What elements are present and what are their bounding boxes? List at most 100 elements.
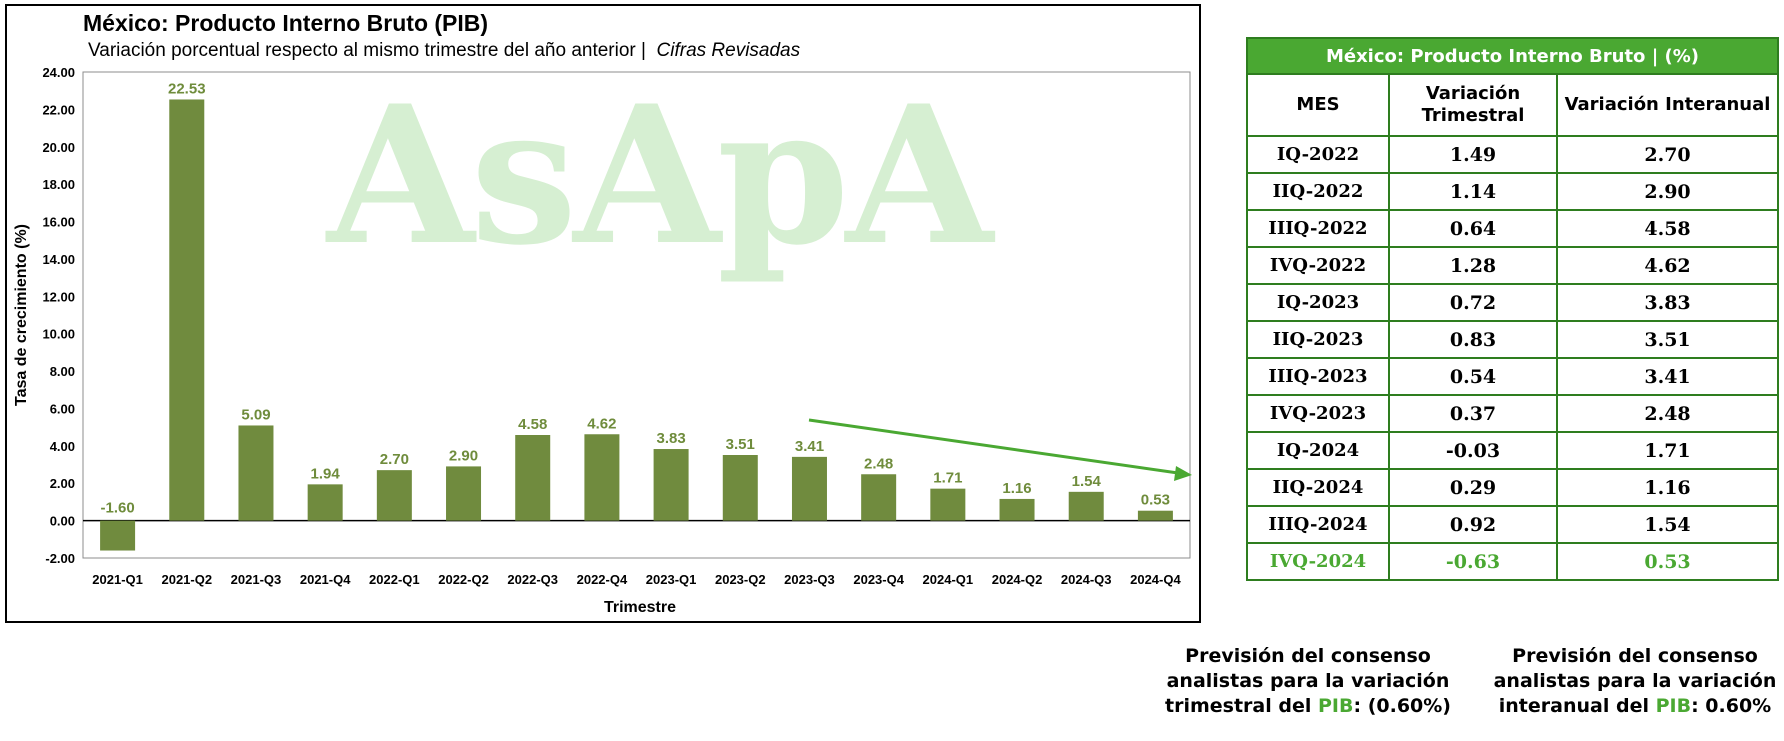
data-label: 5.09 [241,406,270,423]
gdp-table: México: Producto Interno Bruto | (%) MES… [1246,37,1779,581]
table-cell-quarterly: 1.14 [1388,172,1558,211]
table-row: IQ-2024 -0.03 1.71 [1246,431,1779,470]
data-label: 2.48 [864,455,893,472]
table-cell-period: IIIQ-2024 [1246,505,1390,544]
table-body: IQ-2022 1.49 2.70 IIQ-2022 1.14 2.90 IIIQ-2022… [1246,135,1779,581]
chart-subtitle: Variación porcentual respecto al mismo t… [88,40,800,62]
table-cell-annual: 3.51 [1556,320,1779,359]
data-label: 1.54 [1072,473,1102,490]
table-row: IIQ-2023 0.83 3.51 [1246,320,1779,359]
table-cell-quarterly: 1.28 [1388,246,1558,285]
forecast-quarterly-highlight: PIB [1318,695,1354,717]
table-cell-quarterly: 0.92 [1388,505,1558,544]
x-tick-label: 2021-Q4 [300,572,351,587]
forecast-annual-line1: Previsión del consenso [1512,645,1758,667]
forecast-quarterly-line1: Previsión del consenso [1185,645,1431,667]
forecast-quarterly-line2: analistas para la variación [1166,670,1450,692]
data-label: 0.53 [1141,492,1170,509]
table-row: IIQ-2022 1.14 2.90 [1246,172,1779,211]
data-label: 4.58 [518,416,547,433]
forecast-annual-line2: analistas para la variación [1493,670,1777,692]
bar [1068,491,1104,521]
data-label: 3.83 [656,430,685,447]
table-cell-quarterly: 0.29 [1388,468,1558,507]
table-row: IIIQ-2022 0.64 4.58 [1246,209,1779,248]
y-tick-label: 16.00 [42,215,75,230]
x-tick-label: 2024-Q4 [1130,572,1181,587]
bar [722,455,758,521]
x-tick-label: 2021-Q3 [231,572,282,587]
x-tick-label: 2022-Q1 [369,572,420,587]
data-label: 3.51 [726,436,755,453]
forecast-quarterly-value: : (0.60%) [1353,695,1451,717]
forecast-annual-value: : 0.60% [1691,695,1772,717]
x-tick-label: 2021-Q1 [92,572,143,587]
table-cell-period: IVQ-2023 [1246,394,1390,433]
table-cell-period: IVQ-2022 [1246,246,1390,285]
y-tick-label: 14.00 [42,252,75,267]
table-row: IVQ-2022 1.28 4.62 [1246,246,1779,285]
y-tick-label: 20.00 [42,140,75,155]
table-cell-quarterly: -0.03 [1388,431,1558,470]
x-tick-label: 2022-Q4 [577,572,628,587]
data-label: 1.16 [1002,480,1031,497]
x-tick-label: 2024-Q3 [1061,572,1112,587]
y-tick-label: 22.00 [42,102,75,117]
column-header-interanual: Variación Interanual [1556,73,1779,137]
table-cell-annual: 1.16 [1556,468,1779,507]
table-cell-quarterly: 0.37 [1388,394,1558,433]
column-header-mes: MES [1246,73,1390,137]
data-label: 1.71 [933,470,962,487]
bar [238,425,274,521]
table-cell-quarterly: 0.83 [1388,320,1558,359]
table-cell-period: IIIQ-2023 [1246,357,1390,396]
table-row: IIQ-2024 0.29 1.16 [1246,468,1779,507]
data-label: 2.90 [449,447,478,464]
y-tick-label: 24.00 [42,65,75,80]
column-header-trimestral: Variación Trimestral [1388,73,1558,137]
forecast-quarterly-prefix: trimestral del [1165,695,1318,717]
forecast-annual: Previsión del consenso analistas para la… [1488,644,1782,719]
table-cell-annual: 1.54 [1556,505,1779,544]
bar [791,456,827,521]
table-cell-period: IIIQ-2022 [1246,209,1390,248]
y-tick-label: 0.00 [50,514,75,529]
x-tick-label: 2024-Q1 [923,572,974,587]
data-label: 1.94 [311,465,341,482]
table-cell-period: IQ-2023 [1246,283,1390,322]
y-tick-label: 2.00 [50,476,75,491]
x-axis-title: Trimestre [604,599,676,616]
bar [930,488,966,521]
table-cell-period: IQ-2024 [1246,431,1390,470]
trend-arrow-head [1174,466,1192,481]
table-row: IQ-2022 1.49 2.70 [1246,135,1779,174]
table-cell-annual: 3.83 [1556,283,1779,322]
chart-subtitle-text: Variación porcentual respecto al mismo t… [88,40,646,61]
y-tick-label: 12.00 [42,289,75,304]
bar [376,470,412,521]
y-tick-label: 6.00 [50,401,75,416]
table-row: IIIQ-2024 0.92 1.54 [1246,505,1779,544]
x-tick-label: 2023-Q4 [853,572,904,587]
table-cell-annual: 0.53 [1556,542,1779,581]
table-cell-annual: 2.48 [1556,394,1779,433]
table-cell-annual: 2.70 [1556,135,1779,174]
data-label: 3.41 [795,438,824,455]
table-row: IVQ-2023 0.37 2.48 [1246,394,1779,433]
x-tick-label: 2023-Q2 [715,572,766,587]
x-tick-label: 2021-Q2 [161,572,212,587]
y-axis-title: Tasa de crecimiento (%) [13,224,30,406]
table-cell-period: IVQ-2024 [1246,542,1390,581]
bar [584,434,620,521]
data-label: -1.60 [100,500,134,517]
y-tick-label: -2.00 [45,551,75,566]
chart-subtitle-italic: Cifras Revisadas [656,40,801,61]
data-label: 22.53 [168,80,206,97]
table-cell-quarterly: 0.54 [1388,357,1558,396]
table-row: IVQ-2024 -0.63 0.53 [1246,542,1779,581]
table-cell-annual: 4.62 [1556,246,1779,285]
bar [999,498,1035,521]
y-tick-label: 8.00 [50,364,75,379]
table-cell-quarterly: -0.63 [1388,542,1558,581]
forecast-quarterly: Previsión del consenso analistas para la… [1158,644,1458,719]
